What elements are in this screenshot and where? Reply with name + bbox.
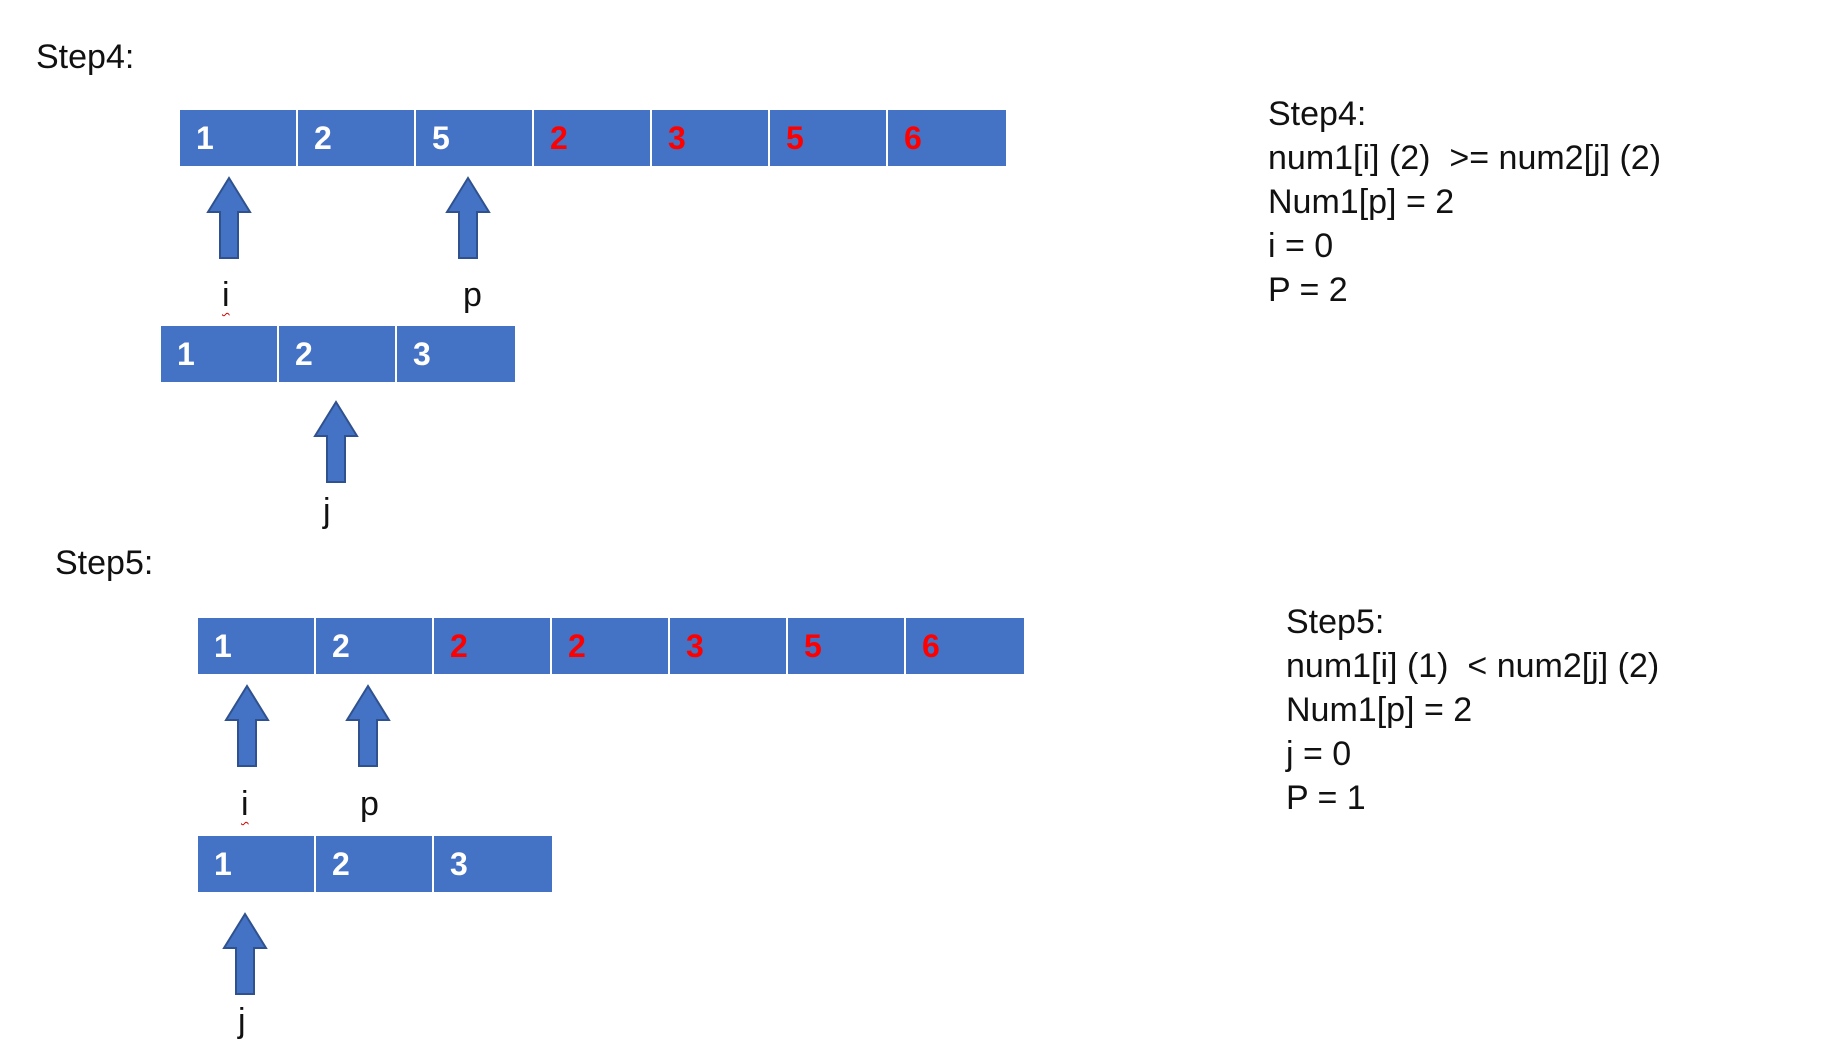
step5-pointer-j: j [238,1002,246,1040]
array-cell: 3 [652,110,770,166]
array-cell: 2 [298,110,416,166]
step4-pointer-p: p [463,276,482,314]
array-cell: 3 [434,836,552,892]
array-cell: 2 [552,618,670,674]
array-cell: 2 [534,110,652,166]
step4-j-arrow-icon [313,400,359,484]
array-cell: 1 [161,326,279,382]
notes-line: num1[i] (2) >= num2[j] (2) [1268,139,1662,177]
step4-num2-array: 1 2 3 [161,326,515,382]
array-cell: 2 [279,326,397,382]
array-cell: 6 [906,618,1024,674]
array-cell: 5 [416,110,534,166]
array-cell: 3 [397,326,515,382]
step4-pointer-j: j [323,492,331,530]
notes-line: Step4: [1268,95,1367,133]
array-cell: 3 [670,618,788,674]
step5-num2-array: 1 2 3 [198,836,552,892]
array-cell: 1 [198,618,316,674]
notes-line: num1[i] (1) < num2[j] (2) [1286,647,1660,685]
step4-p-arrow-icon [445,176,491,260]
array-cell: 2 [434,618,552,674]
step5-j-arrow-icon [222,912,268,996]
notes-line: Step5: [1286,603,1385,641]
step4-pointer-i: i [222,276,230,314]
array-cell: 6 [888,110,1006,166]
step5-i-arrow-icon [224,684,270,768]
notes-line: P = 1 [1286,779,1366,817]
notes-line: i = 0 [1268,227,1334,265]
step5-pointer-p: p [360,785,379,823]
step5-num1-array: 1 2 2 2 3 5 6 [198,618,1024,674]
step4-num1-array: 1 2 5 2 3 5 6 [180,110,1006,166]
notes-line: Num1[p] = 2 [1268,183,1455,221]
array-cell: 1 [198,836,316,892]
notes-line: Num1[p] = 2 [1286,691,1473,729]
array-cell: 5 [788,618,906,674]
step4-i-arrow-icon [206,176,252,260]
step5-p-arrow-icon [345,684,391,768]
array-cell: 2 [316,836,434,892]
step4-notes: Step4: num1[i] (2) >= num2[j] (2) Num1[p… [1268,92,1661,312]
array-cell: 1 [180,110,298,166]
array-cell: 2 [316,618,434,674]
step5-notes: Step5: num1[i] (1) < num2[j] (2) Num1[p]… [1286,600,1659,820]
step5-pointer-i: i [241,785,249,823]
step5-heading: Step5: [55,544,154,582]
array-cell: 5 [770,110,888,166]
notes-line: P = 2 [1268,271,1348,309]
step4-heading: Step4: [36,38,135,76]
notes-line: j = 0 [1286,735,1352,773]
